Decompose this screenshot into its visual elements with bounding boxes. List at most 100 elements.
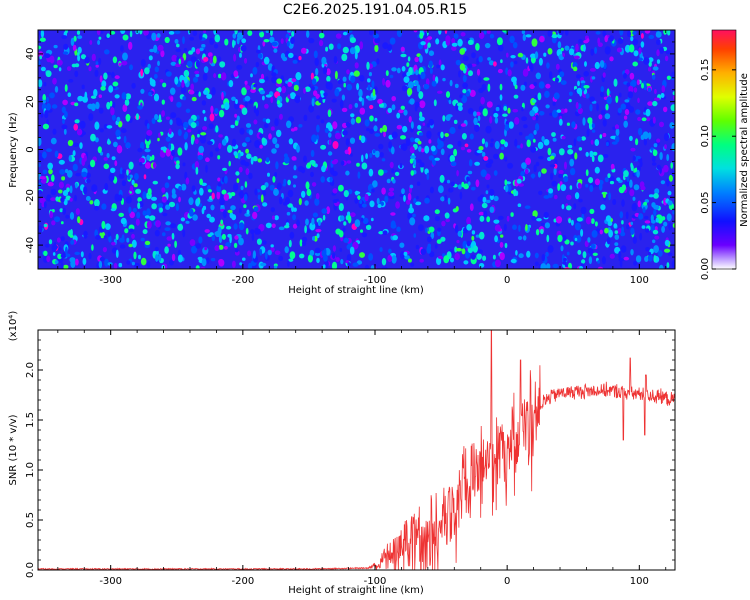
- heatmap-cell: [75, 172, 81, 177]
- heatmap-cell: [396, 67, 401, 74]
- heatmap-cell: [354, 191, 361, 195]
- heatmap-cell: [204, 229, 210, 233]
- heatmap-cell: [203, 30, 206, 34]
- heatmap-cell: [175, 163, 180, 170]
- heatmap-cell: [353, 70, 360, 77]
- heatmap-cell: [72, 163, 78, 172]
- heatmap-cell: [278, 196, 283, 205]
- heatmap-cell: [581, 259, 586, 264]
- heatmap-cell: [289, 251, 296, 260]
- heatmap-cell: [58, 181, 64, 189]
- heatmap-cell: [230, 124, 235, 129]
- heatmap-cell: [478, 31, 485, 40]
- heatmap-cell: [589, 68, 596, 72]
- heatmap-cell: [473, 117, 478, 126]
- heatmap-cell: [125, 113, 131, 122]
- heatmap-cell: [239, 262, 243, 266]
- heatmap-cell: [220, 219, 224, 225]
- heatmap-cell: [385, 79, 391, 88]
- heatmap-cell: [124, 228, 129, 234]
- heatmap-cell: [164, 36, 170, 44]
- heatmap-cell: [99, 30, 104, 34]
- heatmap-cell: [331, 261, 338, 269]
- heatmap-cell: [116, 116, 121, 123]
- heatmap-cell: [360, 135, 366, 144]
- heatmap-cell: [387, 44, 393, 51]
- heatmap-cell: [158, 114, 162, 123]
- heatmap-cell: [88, 113, 94, 122]
- heatmap-cell: [184, 171, 188, 180]
- heatmap-cell: [409, 137, 415, 143]
- heatmap-cell: [171, 54, 178, 62]
- heatmap-cell: [455, 59, 461, 66]
- heatmap-cell: [218, 244, 224, 250]
- heatmap-cell: [467, 63, 473, 69]
- heatmap-cell: [202, 49, 206, 55]
- snr-xlabel: Height of straight line (km): [288, 585, 424, 596]
- heatmap-cell: [314, 252, 321, 257]
- heatmap-cell: [409, 217, 416, 226]
- heatmap-cell: [438, 30, 442, 35]
- heatmap-cell: [368, 253, 374, 261]
- heatmap-cell: [104, 258, 109, 267]
- heatmap-cell: [316, 257, 320, 264]
- heatmap-cell: [513, 94, 519, 99]
- heatmap-cell: [174, 30, 181, 35]
- heatmap-cell: [334, 88, 340, 97]
- heatmap-cell: [42, 94, 46, 102]
- heatmap-cell: [379, 127, 383, 133]
- heatmap-cell: [535, 123, 540, 132]
- heatmap-cell: [255, 108, 259, 117]
- heatmap-cell: [83, 154, 87, 162]
- heatmap-cell: [135, 188, 142, 194]
- heatmap-cell: [378, 169, 384, 176]
- heatmap-cell: [493, 195, 499, 202]
- heatmap-cell: [620, 245, 627, 253]
- heatmap-cell: [510, 212, 514, 217]
- heatmap-cell: [115, 249, 119, 258]
- heatmap-cell: [84, 56, 90, 64]
- heatmap-cell: [131, 179, 135, 186]
- heatmap-cell: [77, 216, 81, 224]
- heatmap-cell: [548, 188, 554, 194]
- heatmap-cell: [454, 253, 461, 261]
- heatmap-cell: [566, 205, 572, 211]
- heatmap-cell: [161, 99, 165, 105]
- heatmap-cell: [354, 102, 359, 108]
- heatmap-cell: [259, 248, 263, 256]
- heatmap-cell: [321, 250, 326, 257]
- heatmap-cell: [82, 257, 87, 265]
- heatmap-cell: [484, 141, 489, 148]
- heatmap-cell: [320, 176, 326, 183]
- heatmap-cell: [651, 202, 656, 208]
- snr-x-axis: -300 -200 -100 0 100: [57, 330, 667, 587]
- heatmap-cell: [62, 190, 69, 197]
- heatmap-cell: [444, 133, 450, 137]
- heatmap-cell: [103, 235, 107, 239]
- heatmap-cell: [667, 30, 671, 36]
- heatmap-cell: [516, 145, 521, 149]
- heatmap-cell: [111, 71, 115, 79]
- heatmap-cell: [334, 70, 338, 80]
- heatmap-cell: [652, 239, 656, 244]
- heatmap-cell: [591, 129, 596, 133]
- snr-background: [38, 330, 675, 570]
- heatmap-cell: [577, 107, 583, 115]
- heatmap-cell: [417, 140, 422, 145]
- heatmap-cell: [271, 148, 277, 154]
- heatmap-cell: [316, 124, 320, 133]
- heatmap-cell: [248, 129, 254, 136]
- heatmap-cell: [347, 215, 352, 224]
- heatmap-cell: [654, 97, 660, 101]
- heatmap-cell: [206, 213, 211, 219]
- heatmap-cell: [315, 193, 320, 200]
- heatmap-cell: [570, 241, 574, 246]
- heatmap-cell: [60, 236, 65, 242]
- heatmap-cell: [53, 44, 58, 49]
- heatmap-cell: [181, 79, 185, 88]
- heatmap-cell: [414, 56, 419, 63]
- heatmap-cell: [95, 64, 99, 68]
- heatmap-cell: [265, 30, 270, 33]
- heatmap-cell: [49, 55, 55, 64]
- heatmap-cell: [68, 155, 73, 162]
